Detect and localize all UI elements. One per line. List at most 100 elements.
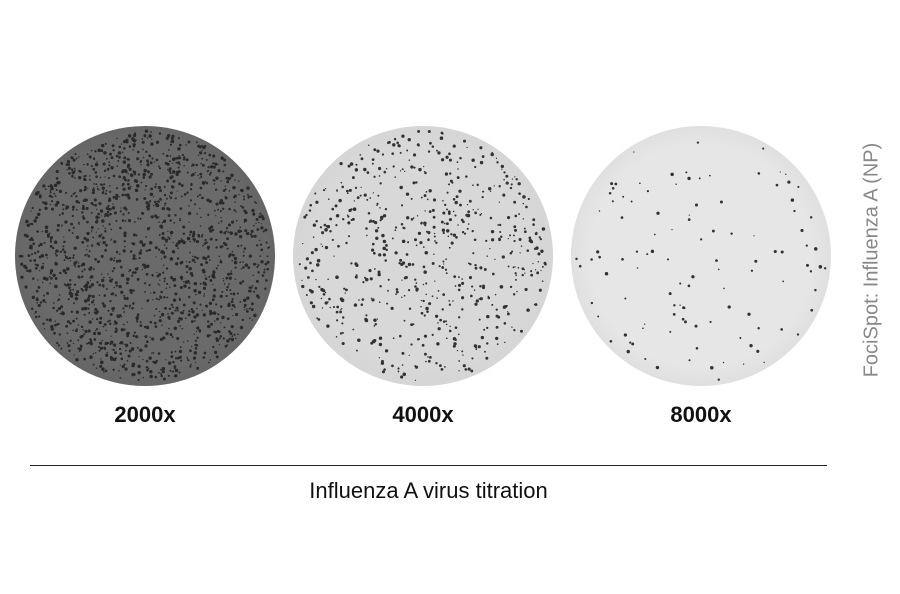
focus-spot [113, 259, 115, 262]
focus-spot [221, 315, 225, 320]
focus-spot [193, 241, 196, 243]
focus-spot [73, 354, 75, 356]
focus-spot [206, 198, 210, 202]
focus-spot [178, 371, 181, 374]
focus-spot [688, 214, 690, 216]
focus-spot [157, 165, 160, 168]
focus-spot [66, 267, 70, 271]
focus-spot [395, 288, 399, 291]
focus-spot [34, 263, 37, 266]
focus-spot [112, 267, 116, 270]
focus-spot [39, 242, 43, 247]
focus-spot [232, 292, 236, 296]
focus-spot [92, 363, 95, 366]
focus-spot [175, 242, 178, 245]
focus-spot [127, 173, 129, 175]
focus-spot [36, 250, 40, 253]
focus-spot [486, 314, 490, 319]
focus-spot [107, 176, 111, 180]
focus-spot [90, 165, 93, 168]
focus-spot [195, 240, 200, 244]
focus-spot [149, 369, 153, 374]
focus-spot [81, 240, 85, 244]
focus-spot [204, 238, 207, 242]
focus-spot [129, 250, 133, 253]
focus-spot [413, 166, 416, 169]
focus-spot [61, 203, 65, 206]
focus-spot [166, 207, 170, 211]
focus-spot [242, 261, 244, 263]
focus-spot [113, 323, 115, 325]
focus-spot [301, 279, 303, 281]
focus-spot [141, 243, 146, 247]
focus-spot [46, 291, 50, 295]
focus-spot [26, 269, 29, 273]
focus-spot [180, 278, 183, 281]
focus-spot [461, 308, 464, 311]
focus-spot [121, 151, 124, 154]
focus-spot [226, 237, 230, 241]
focus-spot [215, 246, 218, 249]
focus-spot [258, 222, 260, 224]
focus-spot [527, 197, 530, 201]
focus-spot [259, 243, 263, 246]
focus-spot [367, 144, 370, 147]
focus-spot [422, 246, 425, 248]
focus-spot [679, 282, 682, 285]
focus-spot [622, 195, 625, 198]
focus-spot [453, 342, 457, 346]
focus-spot [541, 227, 546, 231]
focus-spot [171, 170, 176, 174]
focus-spot [240, 205, 242, 208]
focus-spot [526, 308, 530, 312]
focus-spot [796, 333, 800, 336]
focus-spot [190, 345, 193, 348]
focus-spot [392, 337, 395, 340]
focus-spot [373, 318, 377, 322]
focus-spot [56, 341, 59, 345]
focus-spot [461, 278, 464, 280]
focus-spot [97, 228, 100, 230]
focus-spot [118, 369, 120, 372]
focus-spot [69, 260, 72, 262]
focus-spot [513, 200, 517, 204]
focus-spot [205, 241, 208, 244]
focus-spot [145, 264, 150, 268]
focus-spot [497, 315, 501, 319]
focus-spot [179, 286, 183, 290]
focus-spot [147, 163, 149, 165]
focus-spot [42, 201, 45, 204]
focus-spot [324, 228, 328, 232]
focus-spot [103, 286, 105, 288]
focus-spot [427, 356, 429, 358]
focus-spot [532, 223, 535, 226]
focus-spot [215, 176, 219, 180]
focus-spot [175, 262, 179, 266]
focus-spot [327, 198, 330, 201]
focus-spot [338, 198, 342, 203]
focus-spot [54, 277, 58, 281]
focus-spot [315, 278, 317, 281]
focus-spot [207, 213, 210, 216]
focus-spot [818, 265, 823, 269]
focus-spot [161, 225, 164, 228]
focus-spot [91, 190, 95, 195]
focus-spot [333, 255, 335, 257]
focus-spot [194, 171, 197, 174]
focus-spot [186, 261, 188, 263]
focus-spot [411, 263, 415, 266]
focus-spot [242, 254, 245, 257]
focus-spot [115, 219, 118, 222]
focus-spot [202, 286, 207, 290]
focus-spot [213, 209, 216, 212]
focus-spot [96, 161, 98, 163]
focus-spot [216, 317, 219, 321]
focus-spot [59, 271, 62, 275]
focus-spot [442, 320, 446, 323]
focus-spot [161, 366, 166, 371]
focus-spot [204, 152, 207, 155]
focus-spot [48, 275, 51, 278]
focus-spot [186, 236, 191, 241]
focus-spot [147, 204, 151, 208]
focus-spot [220, 216, 222, 219]
